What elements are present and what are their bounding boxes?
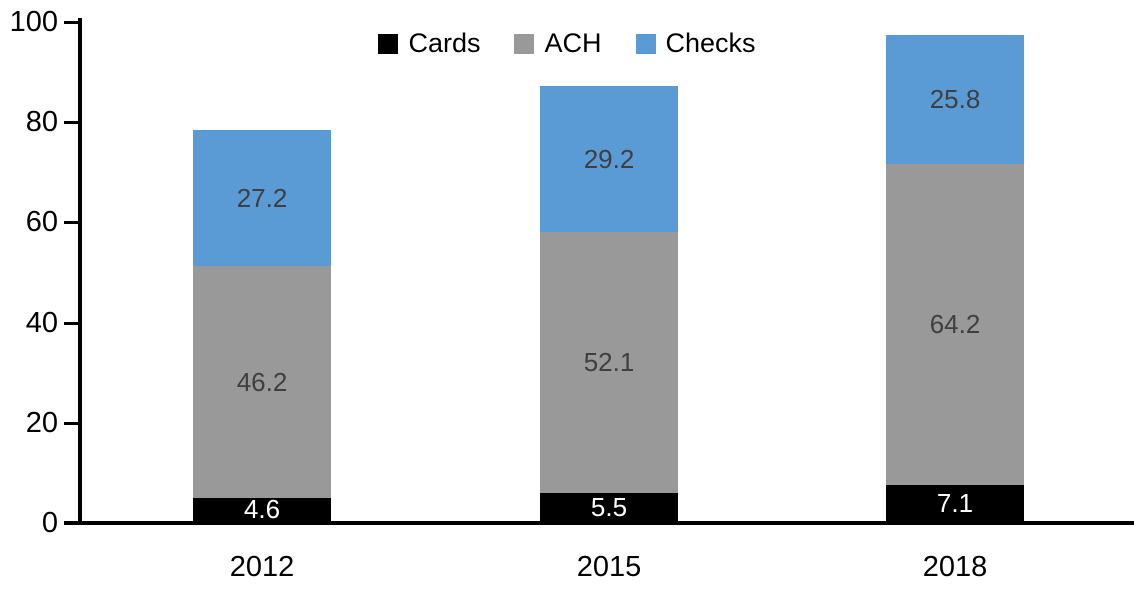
legend-label-ach: ACH bbox=[544, 28, 602, 58]
bar-value-label: 64.2 bbox=[929, 309, 981, 340]
legend-swatch-checks-icon bbox=[635, 33, 656, 54]
bar-segment-checks-2018: 25.8 bbox=[886, 34, 1024, 164]
y-axis-tick bbox=[64, 21, 78, 24]
y-axis-tick bbox=[64, 522, 78, 525]
bar-segment-checks-2015: 29.2 bbox=[540, 86, 678, 233]
bar-segment-ach-2015: 52.1 bbox=[540, 232, 678, 494]
y-axis-tick-label: 20 bbox=[25, 406, 58, 439]
bar-value-label: 52.1 bbox=[583, 347, 635, 378]
x-axis-category-label: 2018 bbox=[922, 551, 988, 583]
legend-item-cards: Cards bbox=[378, 28, 480, 59]
bar-segment-cards-2015: 5.5 bbox=[540, 491, 678, 522]
y-axis-tick bbox=[64, 421, 78, 425]
legend-swatch-cards-icon bbox=[378, 33, 399, 54]
legend-item-checks: Checks bbox=[635, 28, 756, 59]
bar-segment-ach-2018: 64.2 bbox=[886, 163, 1024, 486]
x-axis-category-label: 2015 bbox=[576, 551, 642, 583]
bar-value-label: 5.5 bbox=[590, 491, 628, 522]
y-axis-tick-label: 100 bbox=[9, 6, 58, 38]
bar-segment-ach-2012: 46.2 bbox=[193, 266, 331, 498]
y-axis-tick-label: 40 bbox=[25, 306, 58, 339]
y-axis-tick-label: 80 bbox=[25, 106, 58, 139]
y-axis-tick bbox=[64, 321, 78, 325]
bar-segment-cards-2012: 4.6 bbox=[193, 494, 331, 524]
x-axis-line bbox=[64, 521, 1134, 525]
bar-value-label: 4.6 bbox=[243, 493, 281, 524]
y-axis-tick-label: 0 bbox=[41, 507, 58, 539]
legend-swatch-ach-icon bbox=[514, 33, 535, 54]
bar-value-label: 46.2 bbox=[236, 366, 288, 397]
legend-label-checks: Checks bbox=[665, 28, 756, 58]
y-axis-line bbox=[78, 18, 82, 525]
legend-label-cards: Cards bbox=[408, 28, 481, 58]
bar-value-label: 7.1 bbox=[936, 487, 974, 518]
y-axis-tick-label: 60 bbox=[25, 206, 58, 239]
bar-segment-cards-2018: 7.1 bbox=[886, 485, 1024, 521]
y-axis-tick bbox=[64, 121, 78, 125]
y-axis-tick bbox=[64, 221, 78, 225]
x-axis-category-label: 2012 bbox=[229, 551, 295, 583]
bar-value-label: 27.2 bbox=[236, 182, 288, 213]
bar-segment-checks-2012: 27.2 bbox=[193, 130, 331, 267]
bar-value-label: 29.2 bbox=[583, 143, 635, 174]
legend-item-ach: ACH bbox=[514, 28, 602, 59]
chart-legend: Cards ACH Checks bbox=[0, 28, 1134, 59]
bar-value-label: 25.8 bbox=[929, 83, 981, 114]
